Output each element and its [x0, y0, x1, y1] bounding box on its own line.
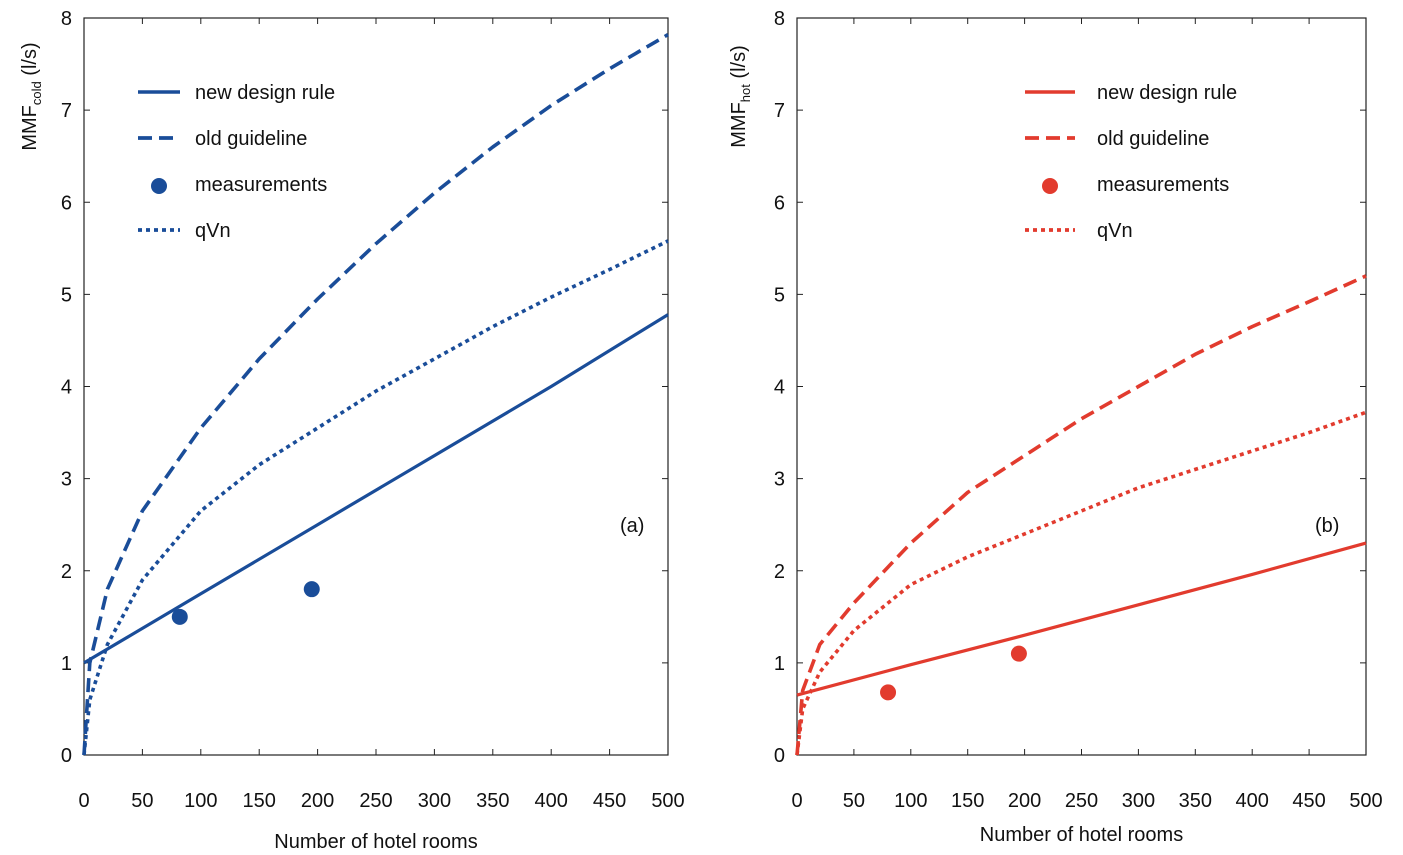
x-tick-label: 100	[894, 790, 927, 812]
series-line-qvn	[82, 239, 669, 756]
x-tick-label: 500	[651, 790, 684, 812]
legend-label: qVn	[195, 220, 231, 242]
y-tick-label: 5	[774, 284, 785, 306]
x-tick-label: 250	[359, 790, 392, 812]
legend-swatch-marker	[1042, 178, 1058, 194]
y-tick-label: 3	[774, 469, 785, 491]
y-tick-label: 4	[774, 377, 785, 399]
x-tick-label: 50	[131, 790, 153, 812]
x-tick-label: 150	[243, 790, 276, 812]
x-tick-label: 0	[791, 790, 802, 812]
x-tick-label: 300	[1122, 790, 1155, 812]
x-tick-label: 350	[476, 790, 509, 812]
y-tick-label: 1	[61, 653, 72, 675]
x-tick-label: 450	[593, 790, 626, 812]
y-axis-label: MMFhot (l/s)	[728, 45, 753, 148]
x-tick-label: 250	[1065, 790, 1098, 812]
legend-swatch-marker	[151, 178, 167, 194]
y-tick-label: 4	[61, 377, 72, 399]
x-tick-label: 50	[843, 790, 865, 812]
y-tick-label: 6	[774, 192, 785, 214]
legend-label: measurements	[195, 174, 327, 196]
y-tick-label: 3	[61, 469, 72, 491]
series-line-new-design-rule	[796, 541, 1367, 697]
x-axis-label: Number of hotel rooms	[274, 831, 477, 853]
x-tick-label: 400	[1236, 790, 1269, 812]
x-tick-label: 400	[535, 790, 568, 812]
x-axis-label: Number of hotel rooms	[980, 824, 1183, 846]
y-tick-label: 1	[774, 653, 785, 675]
y-tick-label: 7	[774, 100, 785, 122]
x-tick-label: 200	[301, 790, 334, 812]
legend-label: measurements	[1097, 174, 1229, 196]
y-tick-label: 7	[61, 100, 72, 122]
y-tick-label: 5	[61, 284, 72, 306]
x-tick-label: 450	[1292, 790, 1325, 812]
y-tick-label: 6	[61, 192, 72, 214]
y-tick-label: 2	[774, 561, 785, 583]
measurement-point	[303, 581, 320, 598]
plot-frame	[83, 17, 669, 756]
panel-label: (b)	[1315, 515, 1339, 537]
legend-label: old guideline	[195, 128, 307, 150]
measurement-point	[1010, 645, 1027, 662]
y-tick-label: 8	[61, 8, 72, 30]
series-line-old-guideline	[795, 274, 1367, 756]
measurement-point	[880, 684, 897, 701]
y-tick-label: 0	[774, 745, 785, 767]
x-tick-label: 300	[418, 790, 451, 812]
y-tick-label: 2	[61, 561, 72, 583]
x-tick-label: 0	[78, 790, 89, 812]
plot-frame	[796, 17, 1367, 756]
legend-label: old guideline	[1097, 128, 1209, 150]
x-tick-label: 100	[184, 790, 217, 812]
series-line-qvn	[795, 410, 1367, 756]
legend-label: qVn	[1097, 220, 1133, 242]
measurement-point	[171, 608, 188, 625]
x-tick-label: 200	[1008, 790, 1041, 812]
series-line-old-guideline	[82, 33, 669, 756]
legend-label: new design rule	[195, 82, 335, 104]
y-tick-label: 8	[774, 8, 785, 30]
legend-label: new design rule	[1097, 82, 1237, 104]
series-line-new-design-rule	[83, 313, 669, 665]
y-axis-label: MMFcold (l/s)	[19, 42, 44, 150]
y-tick-label: 0	[61, 745, 72, 767]
panel-label: (a)	[620, 515, 644, 537]
chart-panel-a: 0 50 100 150 200 250 300 350 400 450 500 0 1 2 3 4 5 6 7 8 N…	[19, 8, 685, 853]
x-tick-label: 350	[1179, 790, 1212, 812]
chart-panel-b: 0 50 100 150 200 250 300 350 400 450 500 0 1 2 3 4 5 6 7 8 N…	[728, 8, 1383, 846]
x-tick-label: 150	[951, 790, 984, 812]
x-tick-label: 500	[1349, 790, 1382, 812]
